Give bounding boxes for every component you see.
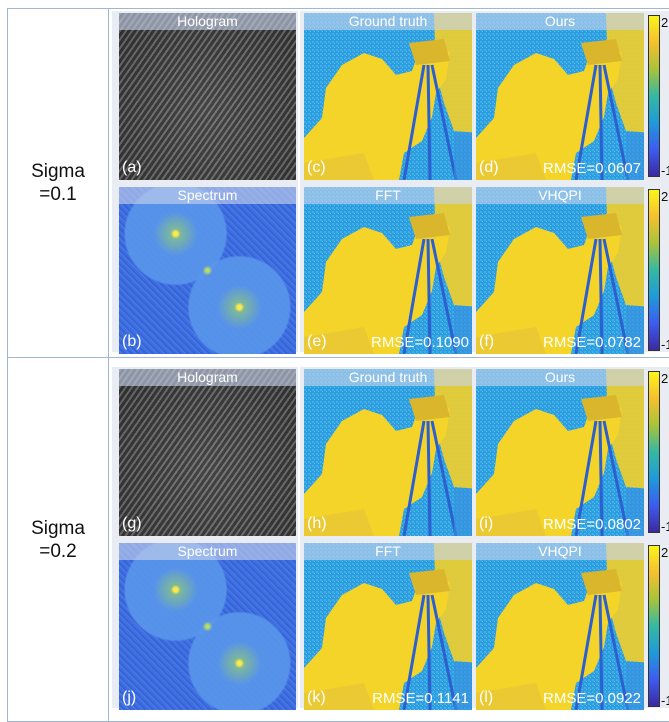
panel-tag: (j): [122, 689, 136, 707]
phase-panel: Ours (i) RMSE=0.0802: [476, 369, 644, 536]
spectrum-image: Spectrum (b): [119, 187, 296, 354]
panel-title: Ground truth: [304, 369, 472, 386]
phase-panel: Ground truth (h): [304, 369, 472, 536]
phase-image: [304, 187, 472, 354]
phase-image: [304, 13, 472, 180]
phase-panel: Ground truth (c): [304, 13, 472, 180]
phase-panel: Ours (d) RMSE=0.0607: [476, 13, 644, 180]
rmse-label: RMSE=0.1141: [372, 690, 469, 707]
rmse-label: RMSE=0.0607: [543, 160, 641, 177]
colorbar-min: -1: [661, 693, 669, 708]
hologram-image: Hologram (g): [119, 369, 296, 536]
panel-tag: (f): [479, 333, 494, 351]
panel-tag: (i): [479, 515, 493, 533]
rmse-label: RMSE=0.0802: [543, 516, 641, 533]
panel-title: Hologram: [119, 13, 296, 30]
phase-image: [476, 187, 644, 354]
panel-tag: (g): [122, 515, 142, 533]
phase-panel: FFT (k) RMSE=0.1141: [304, 543, 472, 710]
panel-tag: (b): [122, 333, 142, 351]
phase-image: [304, 543, 472, 710]
figure: Sigma=0.1Hologram(a)Spectrum(b) Ground t…: [0, 0, 669, 722]
colorbar-max: 2: [661, 189, 668, 204]
colorbar: [648, 15, 660, 177]
spectrum-image: Spectrum (j): [119, 543, 296, 710]
rmse-label: RMSE=0.1090: [371, 334, 469, 351]
panel-title: Ours: [476, 369, 644, 386]
colorbar: [648, 545, 660, 707]
colorbar-min: -1: [661, 337, 669, 352]
panel-title: VHQPI: [476, 543, 644, 560]
panel-tag: (a): [122, 159, 142, 177]
panel-tag: (k): [307, 689, 326, 707]
phase-panel: VHQPI (f) RMSE=0.0782: [476, 187, 644, 354]
rmse-label: RMSE=0.0782: [543, 334, 641, 351]
row-label-line: Sigma: [31, 517, 85, 540]
phase-panel: FFT (e) RMSE=0.1090: [304, 187, 472, 354]
row-label-line: Sigma: [31, 160, 85, 183]
rmse-label: RMSE=0.0922: [543, 690, 641, 707]
phase-image: [476, 13, 644, 180]
page: Sigma=0.1Hologram(a)Spectrum(b) Ground t…: [0, 0, 669, 722]
panel-title: Spectrum: [119, 187, 296, 204]
panel-title: Hologram: [119, 369, 296, 386]
row-label: Sigma=0.2: [8, 358, 109, 721]
colorbar: [648, 371, 660, 533]
panel-tag: (l): [479, 689, 493, 707]
phase-image: [476, 369, 644, 536]
panel-tag: (e): [307, 333, 327, 351]
phase-image: [476, 543, 644, 710]
row-label-line: =0.2: [39, 540, 77, 563]
panel-tag: (h): [307, 515, 327, 533]
hologram-image: Hologram (a): [119, 13, 296, 180]
colorbar: [648, 189, 660, 351]
colorbar-min: -1: [661, 519, 669, 534]
panel-title: Spectrum: [119, 543, 296, 560]
phase-image: [304, 369, 472, 536]
panel-title: FFT: [304, 543, 472, 560]
colorbar-min: -1: [661, 163, 669, 178]
figure-row: Sigma=0.1 Hologram (a) Spectrum (b) Ground t…: [7, 8, 669, 358]
row-label: Sigma=0.1: [8, 9, 109, 357]
row-label-line: =0.1: [39, 183, 77, 206]
colorbar-max: 2: [661, 15, 668, 30]
panel-title: Ground truth: [304, 13, 472, 30]
panel-tag: (d): [479, 159, 499, 177]
panel-title: FFT: [304, 187, 472, 204]
panel-tag: (c): [307, 159, 326, 177]
colorbar-max: 2: [661, 371, 668, 386]
phase-panel: VHQPI (l) RMSE=0.0922: [476, 543, 644, 710]
figure-row: Sigma=0.2 Hologram (g) Spectrum (j) Ground t…: [7, 357, 669, 722]
colorbar-max: 2: [661, 545, 668, 560]
panel-title: VHQPI: [476, 187, 644, 204]
panel-title: Ours: [476, 13, 644, 30]
